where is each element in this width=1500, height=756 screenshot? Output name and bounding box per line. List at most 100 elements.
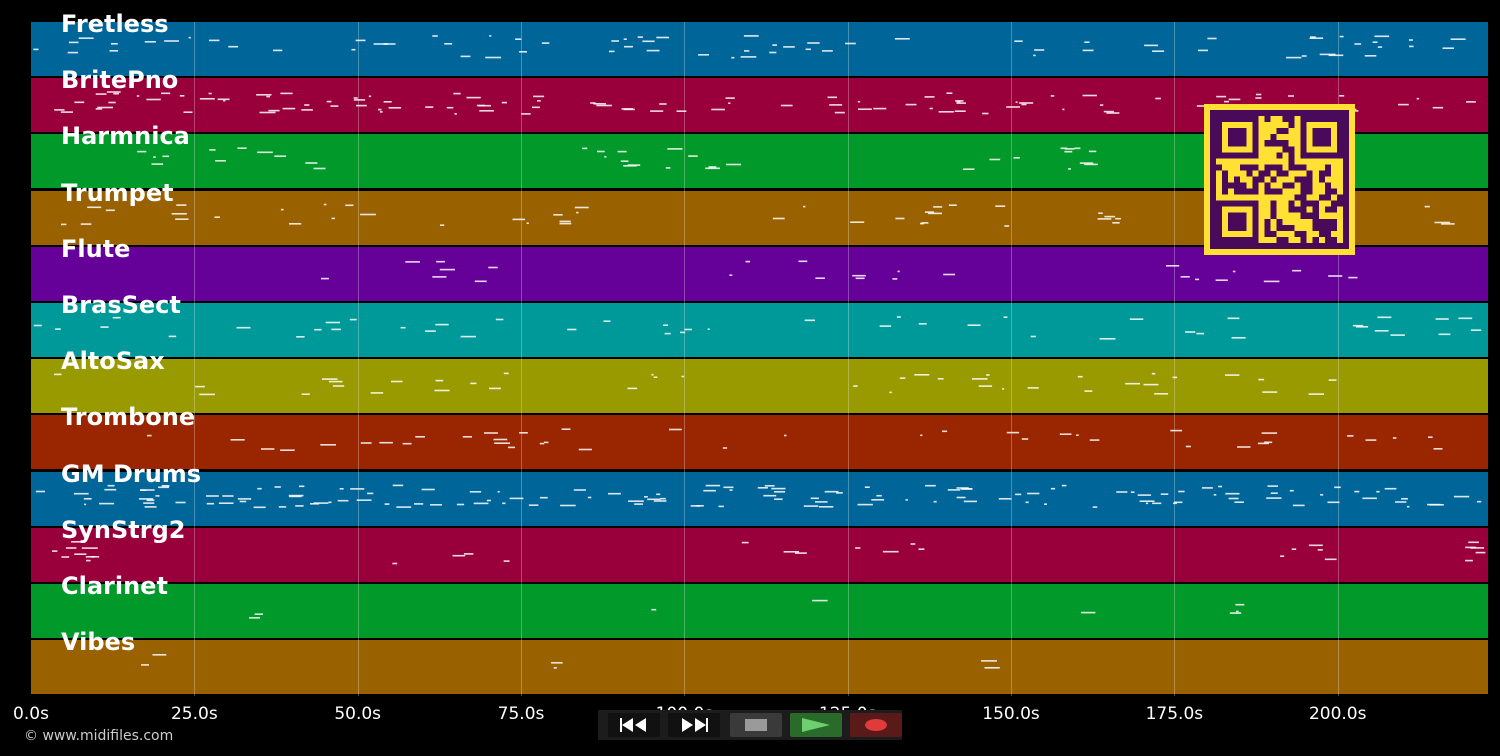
copyright-text: © www.midifiles.com [24,728,174,744]
qr-module [1324,206,1331,213]
qr-module [1318,230,1325,237]
track-label: Clarinet [61,572,168,600]
time-tick-label: 50.0s [334,704,382,724]
time-tick-label: 200.0s [1308,704,1367,724]
qr-module [1300,236,1307,243]
qr-module [1234,188,1241,195]
qr-module [1300,176,1307,183]
qr-module [1318,170,1325,177]
qr-module [1270,212,1277,219]
record-button[interactable] [850,713,902,737]
qr-module [1294,164,1301,171]
qr-module [1288,116,1295,123]
track-lane[interactable] [31,246,1488,301]
fast-forward-button[interactable] [668,713,720,737]
qr-module [1246,164,1253,171]
qr-module [1246,170,1253,177]
track-lane[interactable] [31,527,1488,582]
time-tick-label: 175.0s [1145,704,1204,724]
qr-module [1294,194,1301,201]
qr-module [1330,236,1337,243]
qr-module [1294,230,1301,237]
track-lane[interactable] [31,22,1488,76]
qr-module [1270,140,1277,147]
track-lane[interactable] [31,359,1488,414]
rewind-button[interactable] [608,713,660,737]
rewind-icon [620,718,646,732]
qr-module [1264,218,1271,225]
track-label: BrasSect [61,291,181,319]
qr-module [1222,170,1229,177]
qr-module [1264,224,1271,231]
qr-module [1288,122,1295,129]
qr-module [1264,170,1271,177]
qr-module [1282,224,1289,231]
track-lane[interactable] [31,640,1488,695]
qr-module [1318,218,1325,225]
qr-module [1252,176,1259,183]
qr-module [1228,128,1247,147]
qr-module [1240,182,1247,189]
qr-code [1204,104,1355,255]
qr-module [1270,134,1277,141]
qr-module [1270,164,1277,171]
transport-controls [598,710,902,740]
qr-module [1276,218,1283,225]
qr-module [1240,164,1247,171]
qr-module [1282,236,1289,243]
track-lane[interactable] [31,584,1488,638]
qr-module [1264,182,1271,189]
track-lane[interactable] [31,471,1488,526]
qr-module [1282,128,1289,135]
track-label: SynStrg2 [61,515,186,544]
qr-module [1312,224,1319,231]
qr-module [1300,230,1307,237]
track-label: Fretless [61,10,169,38]
qr-module [1276,224,1283,231]
time-tick-label: 0.0s [13,704,49,724]
qr-module [1312,236,1319,243]
qr-module [1324,224,1331,231]
qr-module [1270,176,1277,183]
track-label: Harmnica [61,122,190,151]
track-label: Trumpet [61,178,174,207]
qr-module [1252,182,1259,189]
qr-module [1306,182,1313,189]
stop-button[interactable] [730,713,782,737]
qr-module [1288,206,1295,213]
qr-module [1306,188,1313,195]
qr-module [1330,188,1337,195]
qr-module [1252,188,1259,195]
qr-module [1324,236,1331,243]
qr-module [1276,140,1283,147]
qr-module [1306,206,1313,213]
qr-module [1270,230,1277,237]
track-lane[interactable] [31,303,1488,357]
qr-module [1318,194,1325,201]
play-button[interactable] [790,713,842,737]
qr-module [1276,236,1283,243]
qr-module [1324,164,1331,171]
qr-module [1222,188,1229,195]
qr-module [1288,146,1295,153]
time-tick-label: 150.0s [982,704,1040,724]
qr-module [1282,140,1289,147]
qr-module [1270,188,1277,195]
track-lane[interactable] [31,415,1488,470]
qr-module [1222,182,1229,189]
qr-module [1330,224,1337,231]
qr-module [1300,194,1307,201]
qr-module [1228,182,1235,189]
track-label: Vibes [61,628,136,657]
track-label: AltoSax [61,347,165,376]
qr-module [1282,146,1289,153]
qr-module [1336,194,1343,201]
track-label: Trombone [61,403,196,432]
qr-module [1222,176,1229,183]
qr-module [1264,230,1271,237]
qr-module [1288,158,1295,165]
qr-module [1336,200,1343,207]
qr-module [1282,116,1289,123]
time-tick-label: 75.0s [497,704,545,724]
qr-module [1252,164,1259,171]
